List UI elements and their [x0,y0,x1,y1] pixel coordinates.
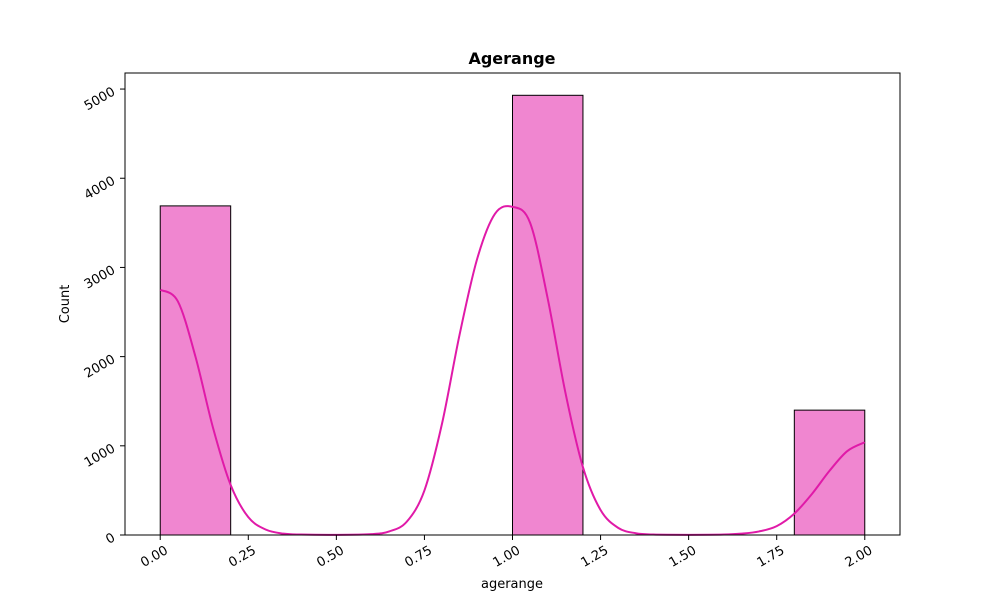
y-tick-label: 3000 [82,263,118,293]
y-tick-label: 5000 [82,85,118,115]
histogram-bar-1 [512,94,584,536]
x-tick-label: 1.75 [755,543,788,570]
y-tick-label: 2000 [82,352,118,382]
x-axis-ticks: 0.00 0.25 0.50 0.75 1.00 1.25 1.50 1.75 2.00 [138,535,875,571]
histogram-bar-2 [793,409,866,536]
x-axis-label: agerange [481,577,543,592]
y-axis-ticks: 0 1000 2000 3000 4000 5000 [82,85,125,548]
y-axis-label: Count [58,285,73,324]
histogram-bar-0 [159,205,232,536]
x-tick-label: 0.25 [226,543,259,570]
y-tick-label: 1000 [82,441,118,471]
y-tick-label: 4000 [82,174,118,204]
x-tick-label: 0.50 [314,543,347,570]
x-tick-label: 0.75 [402,543,435,570]
chart-title: Agerange [468,49,555,68]
x-tick-label: 1.25 [579,543,612,570]
bars-group [159,94,866,536]
x-tick-label: 0.00 [138,543,171,570]
x-tick-label: 2.00 [843,543,876,570]
x-tick-label: 1.00 [490,543,523,570]
kde-line [159,205,866,536]
x-tick-label: 1.50 [667,543,700,570]
y-tick-label: 0 [103,530,118,547]
